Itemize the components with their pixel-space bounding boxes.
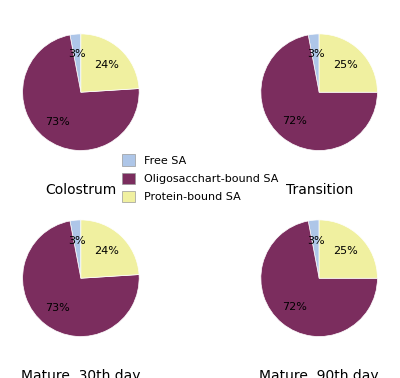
Text: 3%: 3% (307, 235, 324, 245)
Text: 73%: 73% (45, 303, 70, 313)
Title: Colostrum: Colostrum (45, 183, 116, 197)
Wedge shape (319, 220, 378, 278)
Text: 24%: 24% (94, 60, 119, 70)
Text: 24%: 24% (94, 246, 119, 256)
Text: 3%: 3% (68, 50, 86, 59)
Title: Mature, 90th day: Mature, 90th day (259, 369, 379, 378)
Wedge shape (261, 35, 378, 150)
Wedge shape (22, 221, 139, 336)
Text: 3%: 3% (307, 50, 324, 59)
Wedge shape (308, 34, 319, 92)
Text: 25%: 25% (334, 60, 358, 70)
Text: 73%: 73% (45, 117, 70, 127)
Wedge shape (81, 34, 139, 92)
Wedge shape (261, 221, 378, 336)
Text: 72%: 72% (282, 302, 308, 313)
Wedge shape (319, 34, 378, 92)
Wedge shape (308, 220, 319, 278)
Title: Mature, 30th day: Mature, 30th day (21, 369, 141, 378)
Wedge shape (22, 35, 139, 150)
Wedge shape (70, 220, 81, 278)
Text: 25%: 25% (334, 246, 358, 256)
Title: Transition: Transition (286, 183, 353, 197)
Wedge shape (70, 34, 81, 92)
Text: 3%: 3% (68, 235, 86, 245)
Legend: Free SA, Oligosacchart-bound SA, Protein-bound SA: Free SA, Oligosacchart-bound SA, Protein… (118, 151, 282, 205)
Wedge shape (81, 220, 139, 278)
Text: 72%: 72% (282, 116, 308, 126)
